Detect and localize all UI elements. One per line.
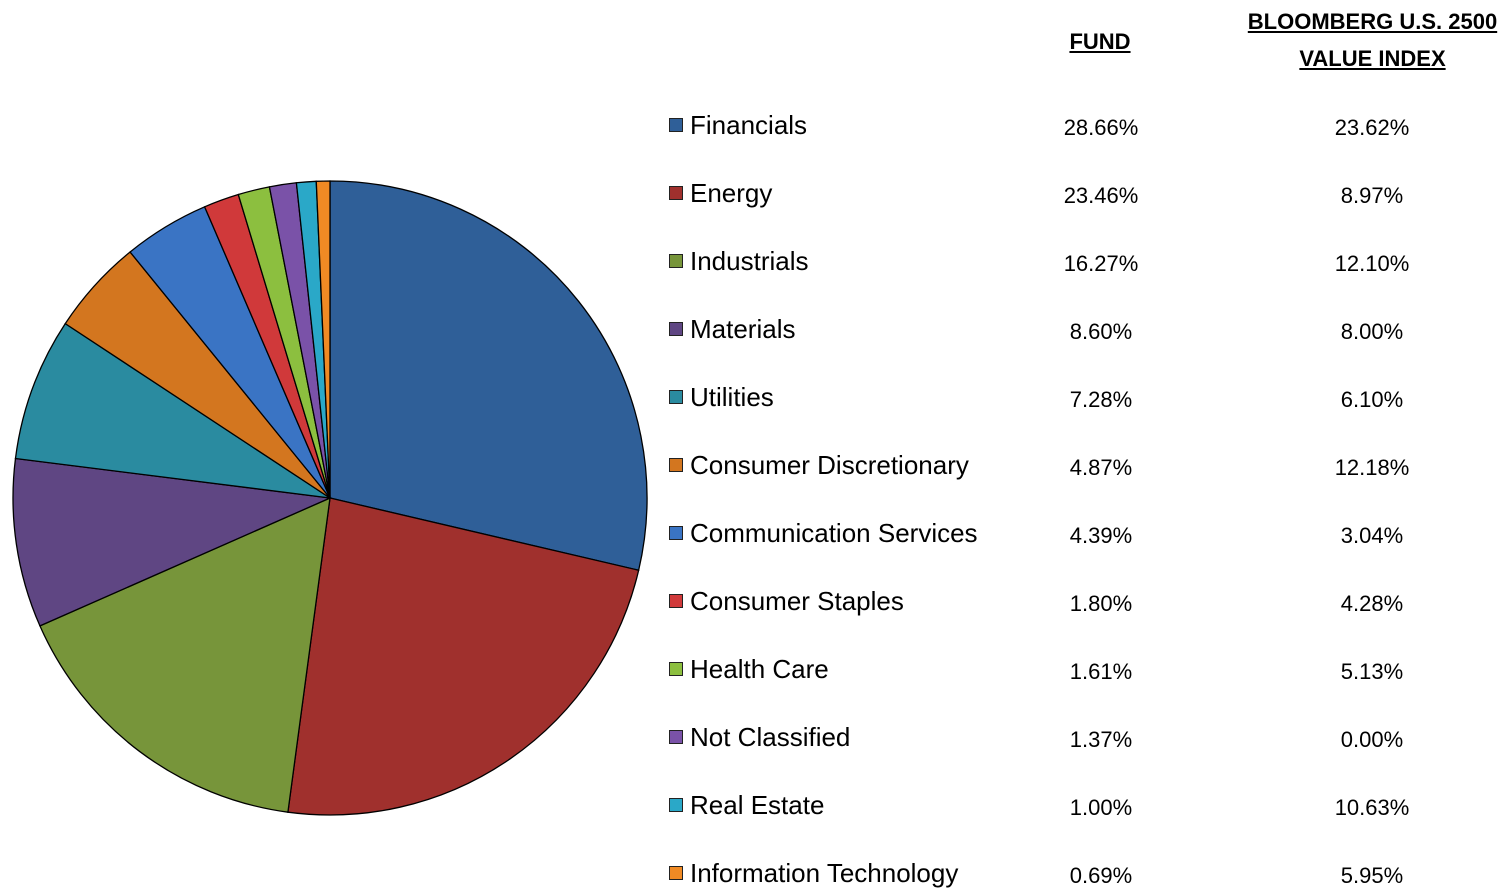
legend-label: Communication Services bbox=[690, 518, 978, 548]
pie-slice bbox=[12, 457, 333, 627]
fund-value: 1.37% bbox=[1069, 727, 1133, 752]
column-header: FUND bbox=[1069, 29, 1131, 54]
index-value: 12.10% bbox=[1334, 251, 1410, 276]
fund-value: 0.69% bbox=[1069, 863, 1133, 888]
legend-swatch bbox=[669, 322, 683, 336]
legend-swatch bbox=[669, 118, 683, 132]
legend-swatch bbox=[669, 594, 683, 608]
legend-label: Health Care bbox=[690, 654, 829, 684]
legend-swatch bbox=[669, 390, 683, 404]
index-value: 23.62% bbox=[1334, 115, 1410, 140]
fund-value: 16.27% bbox=[1063, 251, 1139, 276]
index-value: 6.10% bbox=[1340, 387, 1404, 412]
legend-swatch bbox=[669, 866, 683, 880]
pie-slice bbox=[39, 496, 331, 813]
fund-value: 1.80% bbox=[1069, 591, 1133, 616]
pie-chart bbox=[12, 180, 648, 816]
fund-value: 1.00% bbox=[1069, 795, 1133, 820]
legend-swatch bbox=[669, 254, 683, 268]
fund-value: 1.61% bbox=[1069, 659, 1133, 684]
fund-value: 28.66% bbox=[1063, 115, 1139, 140]
index-value: 12.18% bbox=[1334, 455, 1410, 480]
legend-swatch bbox=[669, 458, 683, 472]
pie-slice bbox=[14, 322, 331, 499]
legend-swatch bbox=[669, 730, 683, 744]
legend-label: Not Classified bbox=[690, 722, 851, 752]
pie-slice bbox=[287, 497, 640, 816]
index-value: 10.63% bbox=[1334, 795, 1410, 820]
legend-label: Consumer Discretionary bbox=[690, 450, 969, 480]
index-value: 5.13% bbox=[1340, 659, 1404, 684]
pie-slice bbox=[315, 180, 331, 499]
legend-label: Information Technology bbox=[690, 858, 959, 888]
legend-label: Materials bbox=[690, 314, 796, 344]
column-header: BLOOMBERG U.S. 2500 VALUE INDEX bbox=[1247, 9, 1498, 71]
fund-value: 4.87% bbox=[1069, 455, 1133, 480]
index-value: 0.00% bbox=[1340, 727, 1404, 752]
index-value: 8.97% bbox=[1340, 183, 1404, 208]
legend-swatch bbox=[669, 526, 683, 540]
index-value: 8.00% bbox=[1340, 319, 1404, 344]
fund-value: 8.60% bbox=[1069, 319, 1133, 344]
legend-label: Energy bbox=[690, 178, 773, 208]
legend-swatch bbox=[669, 186, 683, 200]
fund-value: 7.28% bbox=[1069, 387, 1133, 412]
index-value: 5.95% bbox=[1340, 863, 1404, 888]
legend-swatch bbox=[669, 662, 683, 676]
legend-label: Real Estate bbox=[690, 790, 825, 820]
index-value: 3.04% bbox=[1340, 523, 1404, 548]
legend-label: Industrials bbox=[690, 246, 809, 276]
index-value: 4.28% bbox=[1340, 591, 1404, 616]
legend-label: Utilities bbox=[690, 382, 774, 412]
fund-value: 23.46% bbox=[1063, 183, 1139, 208]
pie-slice bbox=[329, 180, 648, 572]
legend-swatch bbox=[669, 798, 683, 812]
legend-label: Financials bbox=[690, 110, 808, 140]
legend-label: Consumer Staples bbox=[690, 586, 904, 616]
fund-value: 4.39% bbox=[1069, 523, 1133, 548]
